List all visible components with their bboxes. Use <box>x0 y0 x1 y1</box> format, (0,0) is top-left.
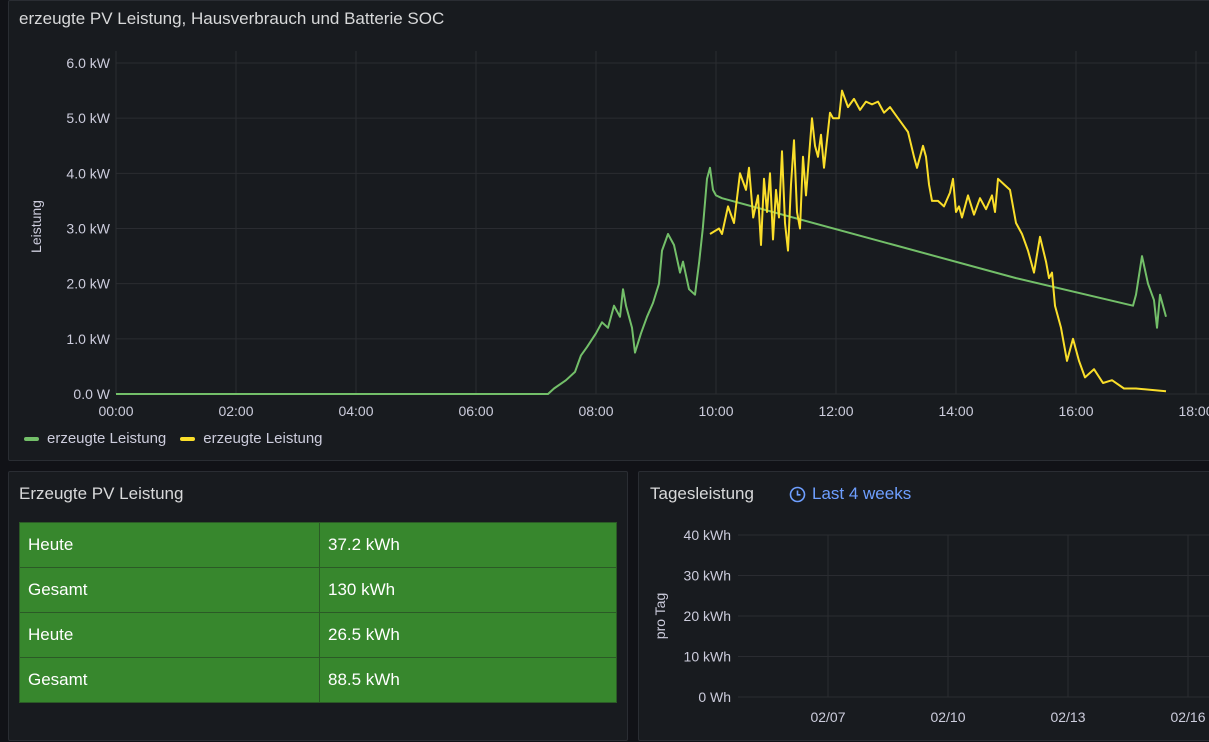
time-range-label: Last 4 weeks <box>812 484 912 503</box>
stat-label: Gesamt <box>19 567 320 613</box>
y-tick-label: 1.0 kW <box>66 331 110 347</box>
legend-label: erzeugte Leistung <box>47 430 167 447</box>
x-tick-label: 16:00 <box>1058 403 1093 419</box>
y-tick-label: 6.0 kW <box>66 55 110 71</box>
x-tick-label: 02/07 <box>810 709 845 725</box>
stats-panel-title[interactable]: Erzeugte PV Leistung <box>19 484 184 503</box>
y-tick-label: 20 kWh <box>684 608 731 624</box>
y-tick-label: 0.0 W <box>73 386 110 402</box>
stat-label: Gesamt <box>19 657 320 703</box>
legend-swatch-green <box>24 436 39 441</box>
y-tick-label: 30 kWh <box>684 568 731 584</box>
daily-panel: Tagesleistung Last 4 weeks 0 Wh 10 kWh 20 … <box>638 471 1209 741</box>
x-tick-label: 14:00 <box>938 403 973 419</box>
y-tick-label: 5.0 kW <box>66 110 110 126</box>
y-tick-label: 3.0 kW <box>66 221 110 237</box>
daily-panel-title[interactable]: Tagesleistung <box>650 484 754 503</box>
x-tick-label: 02/16 <box>1170 709 1205 725</box>
stat-value: 130 kWh <box>319 567 617 613</box>
x-tick-label: 18:00 <box>1178 403 1209 419</box>
x-tick-label: 00:00 <box>98 403 133 419</box>
time-range-pill[interactable]: Last 4 weeks <box>789 484 911 504</box>
y-axis-label: Leistung <box>28 200 44 253</box>
power-legend: erzeugte Leistung erzeugte Leistung <box>24 430 323 447</box>
power-chart[interactable]: 0.0 W 1.0 kW 2.0 kW 3.0 kW 4.0 kW 5.0 kW 6.0 k… <box>9 1 1209 421</box>
y-tick-label: 40 kWh <box>684 527 731 543</box>
table-row: Heute 37.2 kWh <box>19 522 617 568</box>
legend-label: erzeugte Leistung <box>203 430 323 447</box>
x-tick-label: 02/10 <box>930 709 965 725</box>
x-tick-label: 02:00 <box>218 403 253 419</box>
table-row: Heute 26.5 kWh <box>19 612 617 658</box>
legend-swatch-yellow <box>180 436 196 441</box>
table-row: Gesamt 130 kWh <box>19 567 617 613</box>
power-panel: erzeugte PV Leistung, Hausverbrauch und … <box>8 0 1209 461</box>
table-row: Gesamt 88.5 kWh <box>19 657 617 703</box>
stats-table: Heute 37.2 kWh Gesamt 130 kWh Heute 26.5 kW… <box>19 522 617 703</box>
stat-value: 37.2 kWh <box>319 522 617 568</box>
y-tick-label: 2.0 kW <box>66 276 110 292</box>
y-tick-label: 0 Wh <box>698 689 731 705</box>
y-axis-label: pro Tag <box>652 593 668 639</box>
x-tick-label: 02/13 <box>1050 709 1085 725</box>
y-tick-label: 4.0 kW <box>66 165 110 181</box>
stat-label: Heute <box>19 612 320 658</box>
daily-chart[interactable]: 0 Wh 10 kWh 20 kWh 30 kWh 40 kWh 02/07 02/10 02… <box>639 472 1209 742</box>
x-tick-label: 04:00 <box>338 403 373 419</box>
x-tick-label: 06:00 <box>458 403 493 419</box>
x-tick-label: 12:00 <box>818 403 853 419</box>
legend-item-yellow[interactable]: erzeugte Leistung <box>180 430 323 447</box>
power-panel-title[interactable]: erzeugte PV Leistung, Hausverbrauch und … <box>19 9 445 28</box>
x-tick-label: 08:00 <box>578 403 613 419</box>
stat-value: 88.5 kWh <box>319 657 617 703</box>
stat-value: 26.5 kWh <box>319 612 617 658</box>
stat-label: Heute <box>19 522 320 568</box>
clock-icon <box>789 486 806 502</box>
series-line-2 <box>709 89 1167 393</box>
stats-panel: Erzeugte PV Leistung Heute 37.2 kWh Gesam… <box>8 471 628 741</box>
y-tick-label: 10 kWh <box>684 649 731 665</box>
series-line-1 <box>116 166 1167 395</box>
x-tick-label: 10:00 <box>698 403 733 419</box>
legend-item-green[interactable]: erzeugte Leistung <box>24 430 166 447</box>
